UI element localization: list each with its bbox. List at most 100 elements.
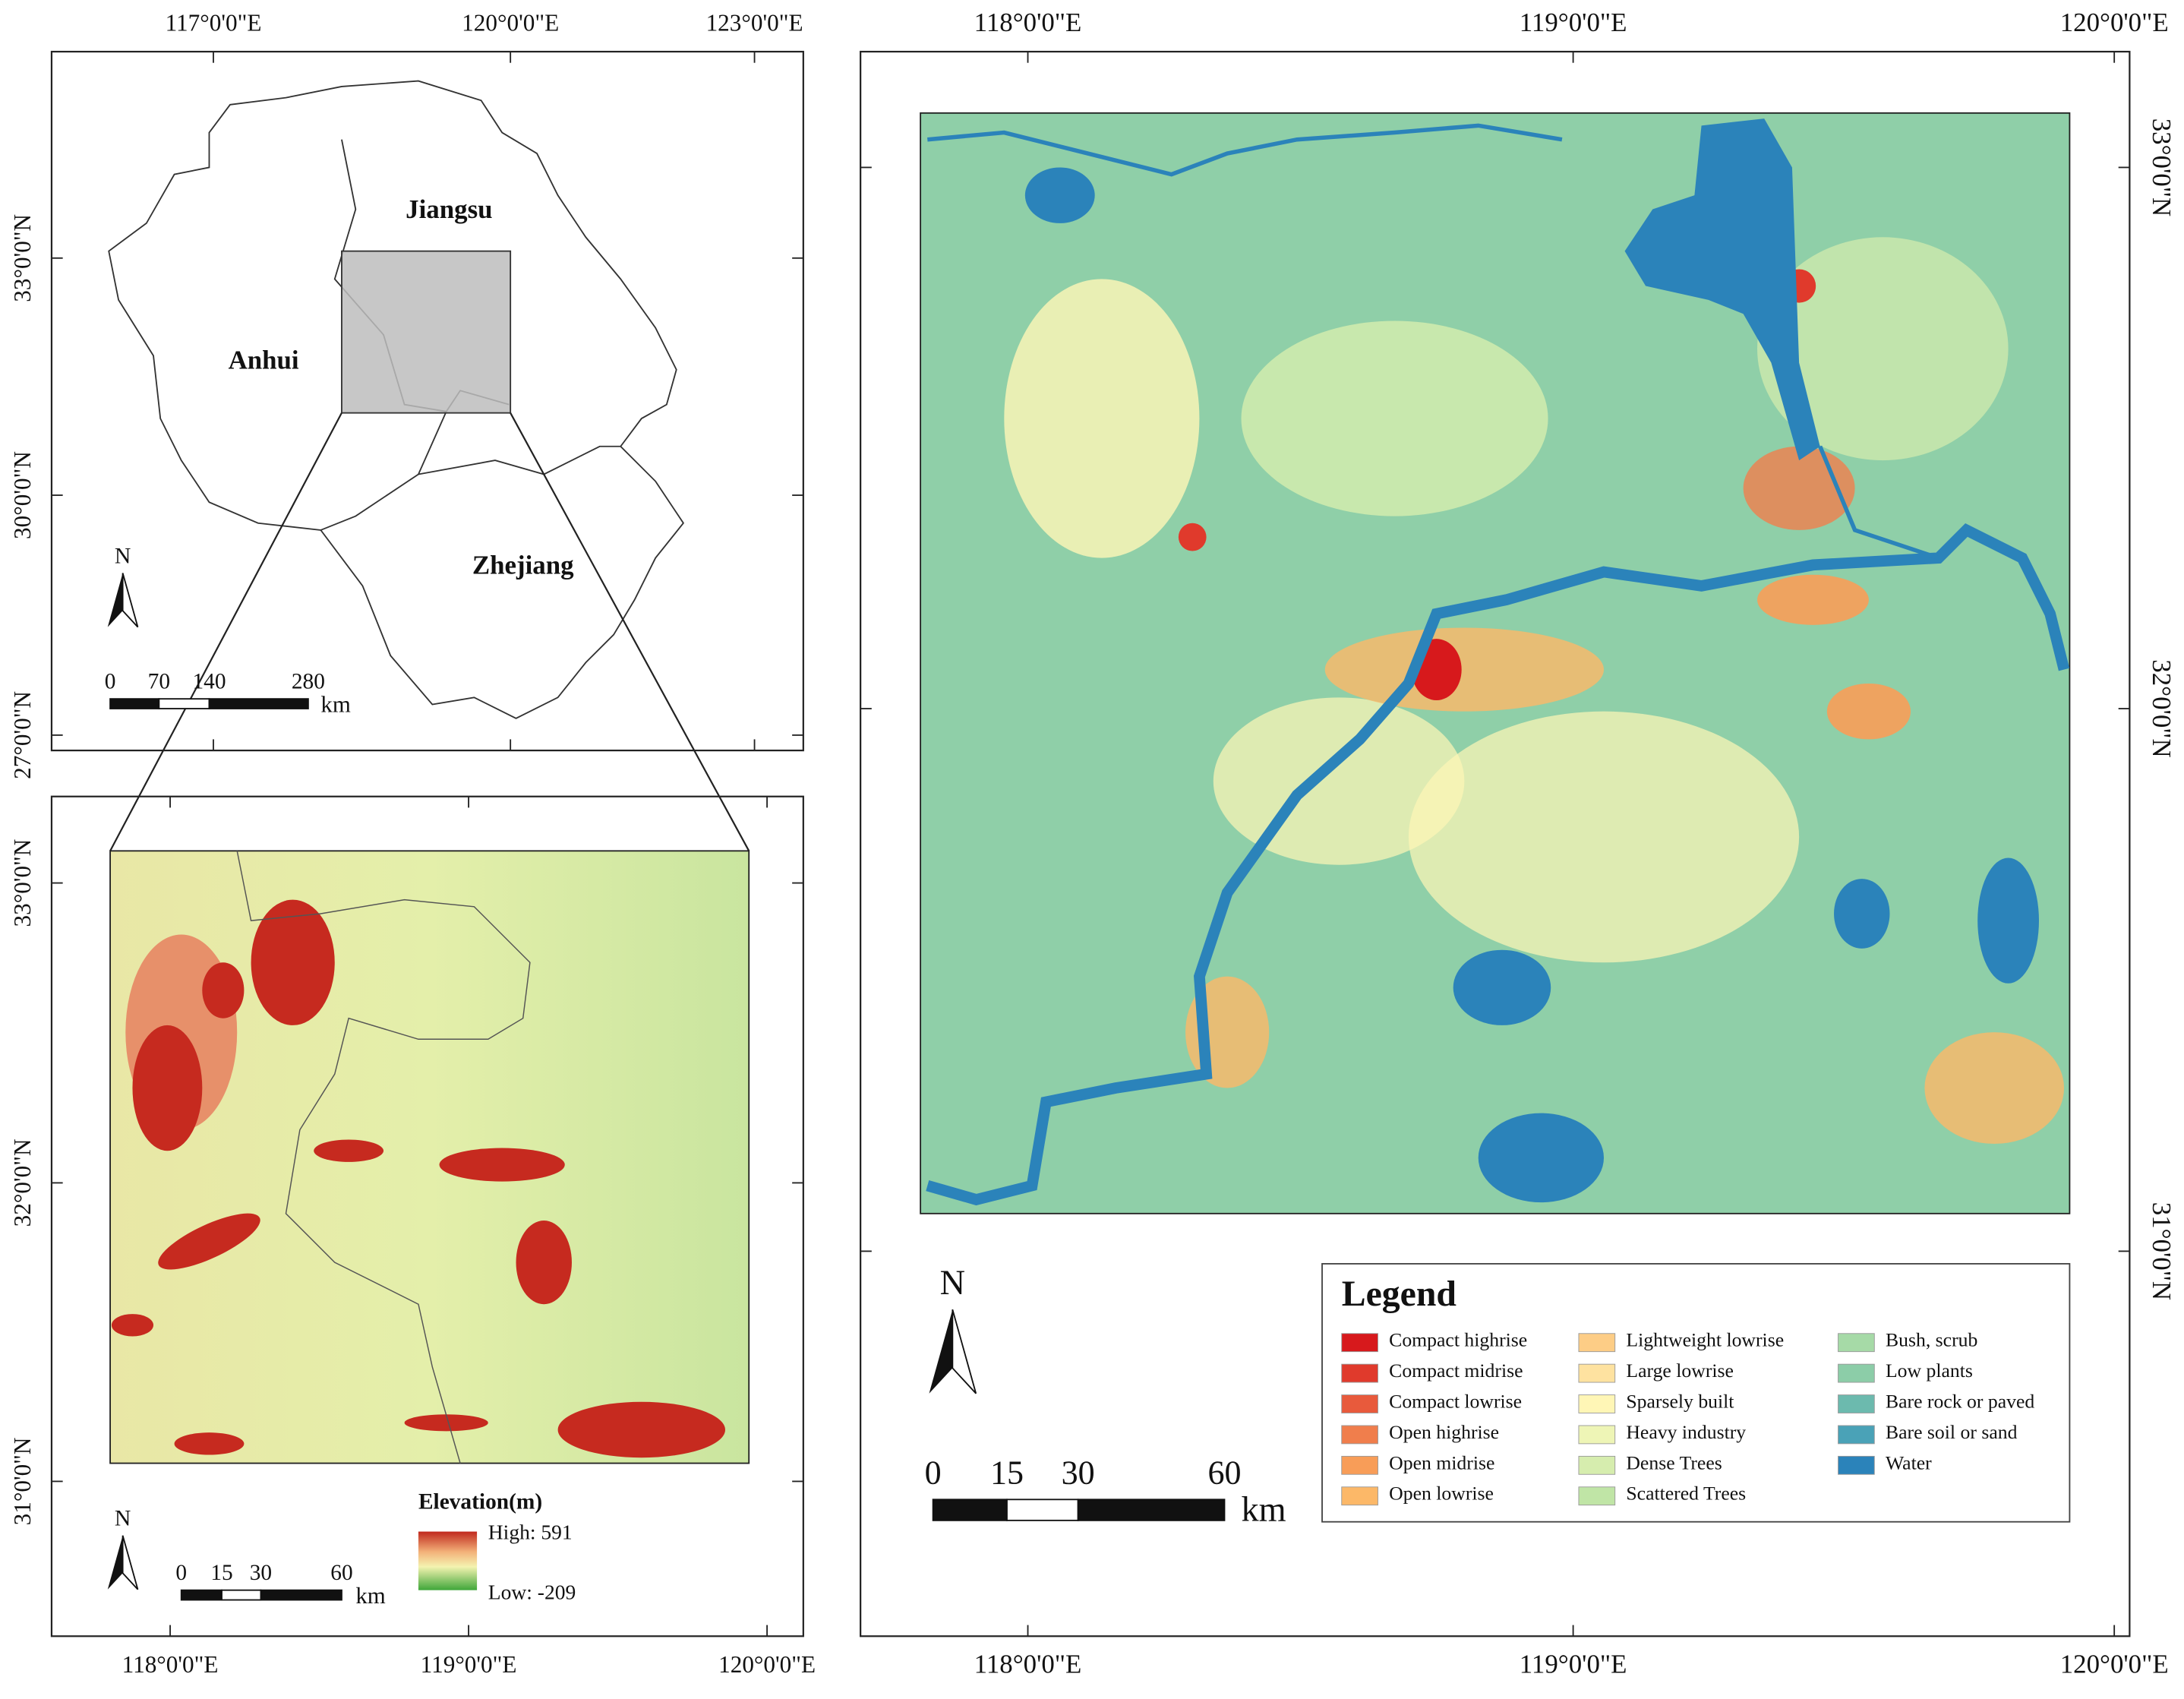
y-coord-label: 32°0'0"N bbox=[2147, 659, 2176, 757]
x-coord-label: 119°0'0"E bbox=[1520, 1650, 1627, 1679]
north-arrow bbox=[952, 1309, 977, 1394]
y-coord-label: 32°0'0"N bbox=[9, 1139, 36, 1227]
elevation-map bbox=[50, 795, 804, 1637]
zoom-line bbox=[510, 412, 750, 851]
x-coord-label: 118°0'0"E bbox=[974, 1650, 1082, 1679]
high-terrain bbox=[111, 899, 725, 1458]
scale-label: 0 bbox=[105, 669, 116, 693]
y-coord-label: 33°0'0"N bbox=[9, 214, 36, 302]
x-coord-label: 117°0'0"E bbox=[166, 9, 262, 36]
region-label: Jiangsu bbox=[406, 194, 492, 224]
y-coord-label: 30°0'0"N bbox=[9, 451, 36, 539]
legend-swatch bbox=[1578, 1363, 1616, 1383]
scale-unit: km bbox=[320, 691, 350, 717]
scale-bar bbox=[1077, 1498, 1226, 1521]
scale-bar bbox=[208, 698, 309, 709]
scale-unit: km bbox=[355, 1583, 385, 1609]
legend-swatch bbox=[1838, 1394, 1875, 1413]
x-coord-label: 120°0'0"E bbox=[718, 1651, 816, 1678]
legend-label: Low plants bbox=[1886, 1360, 1973, 1382]
region-label: Zhejiang bbox=[472, 551, 574, 580]
lcz-frame bbox=[860, 50, 2131, 1637]
legend-swatch bbox=[1341, 1394, 1378, 1413]
zoom-line bbox=[109, 412, 342, 851]
x-coord-label: 120°0'0"E bbox=[2060, 8, 2169, 37]
scale-unit: km bbox=[1242, 1490, 1286, 1529]
north-label: N bbox=[115, 543, 131, 568]
legend-swatch bbox=[1838, 1455, 1875, 1475]
legend-label: Large lowrise bbox=[1626, 1360, 1734, 1382]
legend-swatch bbox=[1838, 1363, 1875, 1383]
elevation-title: Elevation(m) bbox=[418, 1490, 542, 1514]
minor-rivers bbox=[927, 123, 1939, 561]
scale-label: 60 bbox=[330, 1561, 352, 1585]
legend-swatch bbox=[1341, 1363, 1378, 1383]
north-arrow bbox=[929, 1309, 953, 1394]
labels: 117°0'0"E 120°0'0"E 123°0'0"E 33°0'0"N 30°0'… bbox=[9, 8, 2176, 1679]
scale-bar bbox=[932, 1498, 1008, 1521]
legend-swatch bbox=[1838, 1333, 1875, 1353]
legend-label: Open midrise bbox=[1389, 1451, 1494, 1473]
y-coord-label: 31°0'0"N bbox=[2147, 1202, 2176, 1300]
legend-label: Open highrise bbox=[1389, 1421, 1499, 1443]
scale-label: 15 bbox=[210, 1561, 232, 1585]
scale-label: 60 bbox=[1207, 1454, 1241, 1492]
x-coord-label: 118°0'0"E bbox=[974, 8, 1082, 37]
legend-swatch bbox=[1838, 1425, 1875, 1445]
legend-swatch bbox=[1341, 1486, 1378, 1506]
north-arrow bbox=[107, 573, 123, 627]
legend-swatch bbox=[1578, 1455, 1616, 1475]
north-arrow bbox=[122, 1535, 139, 1590]
legend-swatch bbox=[1578, 1486, 1616, 1506]
scale-bar bbox=[109, 698, 160, 709]
legend-label: Bush, scrub bbox=[1886, 1329, 1977, 1351]
dem-raster bbox=[109, 850, 750, 1464]
scale-bar bbox=[260, 1589, 342, 1601]
legend-swatch bbox=[1578, 1333, 1616, 1353]
x-coord-label: 123°0'0"E bbox=[706, 9, 803, 36]
north-arrow bbox=[122, 573, 139, 628]
legend-swatch bbox=[1578, 1425, 1616, 1445]
x-coord-label: 118°0'0"E bbox=[122, 1651, 219, 1678]
scale-bar bbox=[158, 698, 210, 709]
scale-label: 0 bbox=[175, 1561, 187, 1585]
scale-bar bbox=[180, 1589, 223, 1601]
scale-label: 140 bbox=[192, 669, 226, 693]
lcz-map bbox=[860, 50, 2131, 1637]
y-coord-label: 27°0'0"N bbox=[9, 691, 36, 779]
legend-swatch bbox=[1341, 1333, 1378, 1353]
legend-swatch bbox=[1578, 1394, 1616, 1413]
scale-label: 0 bbox=[925, 1454, 942, 1492]
scale-bar bbox=[221, 1589, 262, 1601]
overview-frame bbox=[50, 50, 804, 752]
legend-swatch bbox=[1341, 1455, 1378, 1475]
x-coord-label: 119°0'0"E bbox=[1520, 8, 1627, 37]
legend-label: Open lowrise bbox=[1389, 1483, 1494, 1505]
scale-label: 280 bbox=[292, 669, 325, 693]
legend-label: Lightweight lowrise bbox=[1626, 1329, 1784, 1351]
water-bodies bbox=[1024, 118, 2040, 1203]
legend-label: Compact lowrise bbox=[1389, 1391, 1522, 1413]
y-coord-label: 33°0'0"N bbox=[2147, 118, 2176, 216]
legend-label: Water bbox=[1886, 1451, 1932, 1473]
scale-label: 30 bbox=[1062, 1454, 1095, 1492]
elevation-ramp bbox=[418, 1531, 478, 1590]
overview-map bbox=[50, 50, 804, 851]
region-label: Anhui bbox=[229, 346, 299, 375]
north-label: N bbox=[940, 1264, 965, 1303]
elevation-high: High: 591 bbox=[488, 1521, 573, 1544]
legend-label: Bare soil or sand bbox=[1886, 1421, 2018, 1443]
north-label: N bbox=[115, 1506, 131, 1531]
legend-label: Compact highrise bbox=[1389, 1329, 1527, 1351]
y-coord-label: 31°0'0"N bbox=[9, 1438, 36, 1526]
elevation-low: Low: -209 bbox=[488, 1581, 576, 1604]
study-area-box bbox=[341, 250, 512, 414]
legend-label: Heavy industry bbox=[1626, 1421, 1746, 1443]
scale-bar bbox=[1006, 1498, 1079, 1521]
legend-title: Legend bbox=[1342, 1274, 1457, 1314]
legend-label: Scattered Trees bbox=[1626, 1483, 1746, 1505]
north-arrow bbox=[107, 1535, 123, 1590]
scale-label: 30 bbox=[250, 1561, 272, 1585]
legend-label: Sparsely built bbox=[1626, 1391, 1734, 1413]
